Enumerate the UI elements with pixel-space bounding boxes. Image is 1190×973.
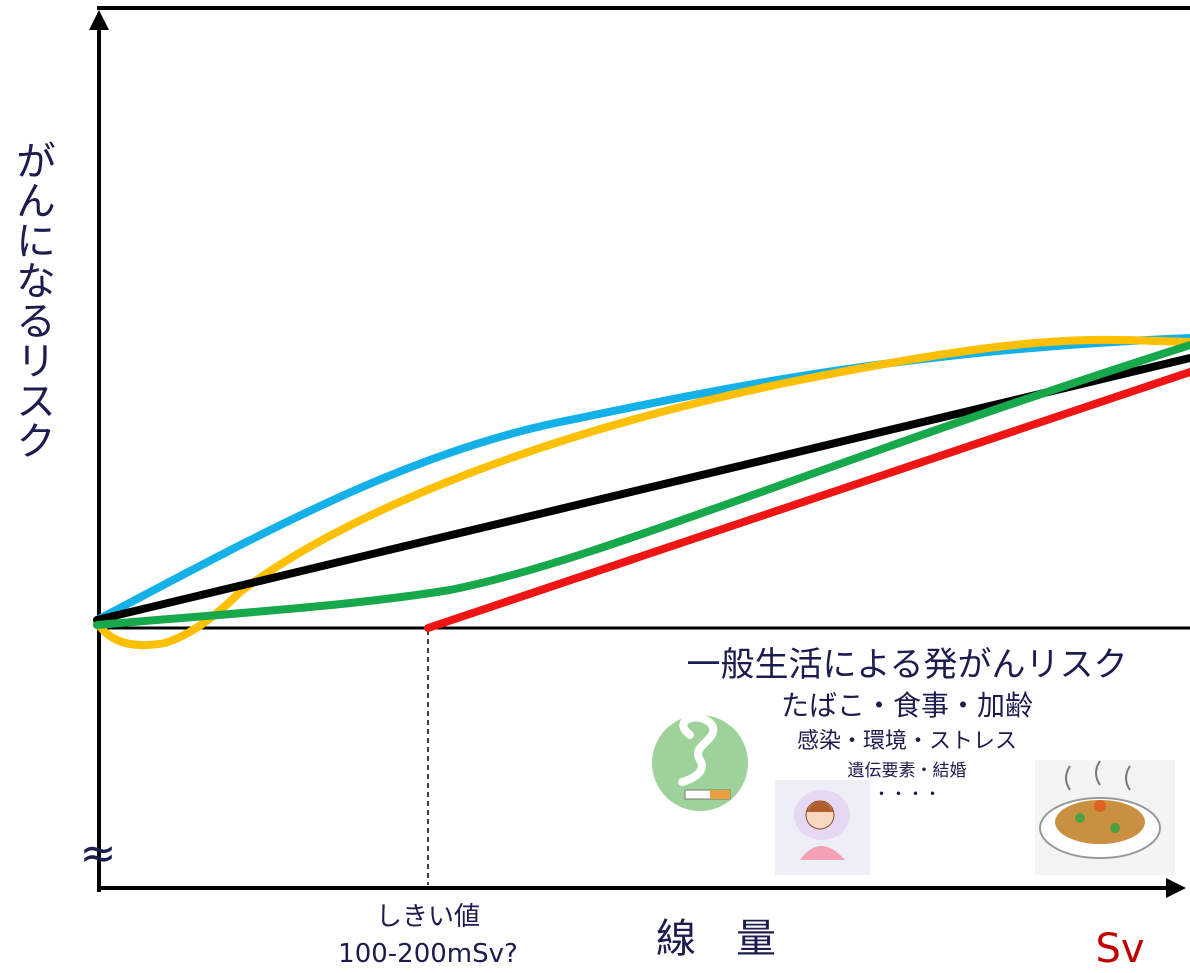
- hormesis-curve: [93, 335, 1190, 650]
- approx-symbol: ≈: [80, 828, 117, 879]
- y-axis-label: がんになるリスク: [9, 140, 55, 460]
- threshold-curve: [424, 368, 1190, 632]
- unit-label: Sv: [1095, 926, 1144, 972]
- food-icon: [1035, 760, 1175, 875]
- threshold-range: 100-200mSv?: [338, 939, 518, 969]
- general-risk-line: 感染・環境・ストレス: [797, 729, 1017, 754]
- cigarette-icon: [652, 713, 748, 811]
- person-icon: [775, 780, 870, 875]
- general-risk-line: たばこ・食事・加齢: [781, 689, 1033, 722]
- x-axis-label: 線 量: [656, 916, 776, 962]
- quadratic-curve: [93, 341, 1190, 629]
- general-risk-title: 一般生活による発がんリスク: [687, 645, 1128, 685]
- threshold-label: しきい値: [376, 902, 480, 932]
- general-risk-line: ・・・・: [873, 785, 941, 805]
- general-risk-line: 遺伝要素・結婚: [848, 761, 967, 781]
